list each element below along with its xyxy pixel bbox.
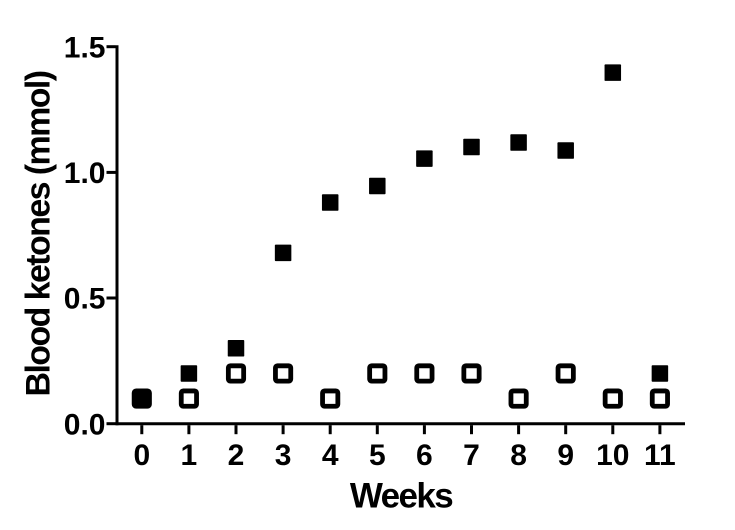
svg-text:Weeks: Weeks (350, 477, 453, 516)
svg-text:1.5: 1.5 (64, 31, 106, 64)
svg-text:7: 7 (463, 439, 480, 472)
svg-text:10: 10 (596, 439, 629, 472)
svg-text:Blood ketones (mmol): Blood ketones (mmol) (20, 71, 58, 396)
svg-text:2: 2 (228, 439, 245, 472)
svg-text:11: 11 (644, 439, 676, 472)
svg-text:1.0: 1.0 (64, 157, 106, 190)
svg-text:0: 0 (133, 439, 150, 472)
svg-text:0.5: 0.5 (64, 283, 106, 316)
svg-text:8: 8 (510, 439, 527, 472)
svg-text:3: 3 (275, 439, 292, 472)
svg-text:1: 1 (181, 439, 198, 472)
svg-text:0.0: 0.0 (64, 408, 106, 441)
svg-text:5: 5 (369, 439, 386, 472)
svg-text:6: 6 (416, 439, 433, 472)
svg-text:4: 4 (322, 439, 339, 472)
svg-text:9: 9 (557, 439, 574, 472)
